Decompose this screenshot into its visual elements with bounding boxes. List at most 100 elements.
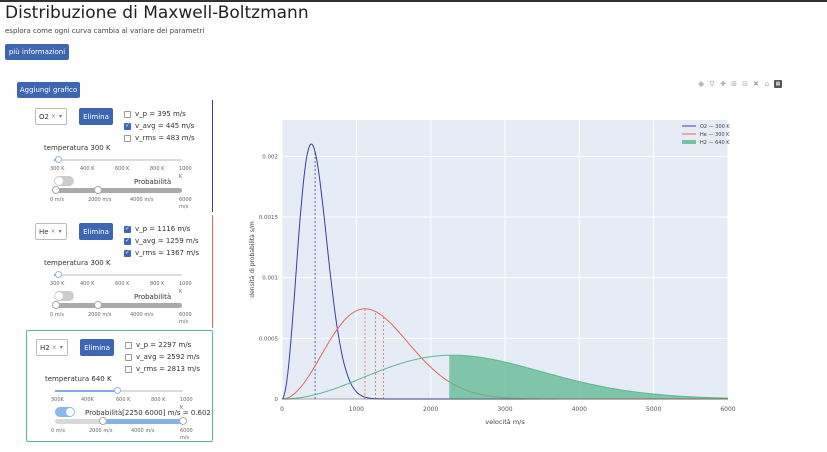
- vavg-checkbox-row[interactable]: v_avg = 2592 m/s: [125, 353, 200, 361]
- chevron-down-icon[interactable]: ▾: [58, 228, 62, 235]
- chevron-down-icon[interactable]: ▾: [59, 113, 63, 120]
- gas-select-value: H2: [40, 343, 50, 352]
- temp-tick: 800 K: [150, 281, 165, 287]
- velocity-tick: 2000 m/s: [88, 197, 112, 203]
- temperature-slider-handle[interactable]: [55, 156, 62, 163]
- plotly-logo-icon[interactable]: ▦: [774, 80, 782, 88]
- temp-tick: 600 K: [116, 397, 131, 403]
- gas-select[interactable]: H2 × ▾: [36, 339, 68, 356]
- camera-icon[interactable]: ◉: [697, 80, 705, 88]
- probability-label: Probabilità[2250 6000] m/s = 0.602: [85, 409, 211, 417]
- velocity-tick-suffix: m/s: [179, 319, 189, 325]
- zoom-icon[interactable]: ⚲: [709, 80, 715, 88]
- temperature-slider-fill: [55, 390, 118, 392]
- temperature-slider[interactable]: [55, 387, 183, 394]
- toggle-knob: [66, 408, 74, 416]
- temperature-slider[interactable]: [54, 156, 182, 163]
- vrms-checkbox-row[interactable]: v_rms = 483 m/s: [124, 134, 195, 142]
- temp-tick: 800 K: [151, 397, 166, 403]
- home-icon[interactable]: ⌂: [764, 80, 770, 88]
- vp-checkbox-row[interactable]: v_p = 395 m/s: [124, 110, 186, 118]
- vrms-checkbox[interactable]: [125, 365, 132, 373]
- autoscale-icon[interactable]: ✖: [753, 80, 759, 88]
- range-handle-max[interactable]: [94, 301, 102, 309]
- vrms-label: v_rms = 1367 m/s: [135, 249, 200, 257]
- x-tick-label: 4000: [572, 406, 587, 413]
- vp-checkbox-row[interactable]: ✓ v_p = 1116 m/s: [124, 225, 190, 233]
- vrms-checkbox-row[interactable]: v_rms = 2813 m/s: [125, 365, 200, 373]
- range-handle-max[interactable]: [94, 186, 102, 194]
- velocity-tick-suffix: m/s: [179, 204, 189, 210]
- pan-icon[interactable]: ✚: [720, 80, 726, 88]
- vrms-label: v_rms = 2813 m/s: [136, 365, 201, 373]
- probability-toggle[interactable]: [55, 407, 75, 417]
- page-subtitle: esplora come ogni curva cambia al variar…: [5, 27, 205, 35]
- vavg-checkbox[interactable]: ✓: [124, 122, 131, 130]
- velocity-range-fill: [54, 188, 182, 193]
- vrms-checkbox[interactable]: [124, 134, 131, 142]
- page-title: Distribuzione di Maxwell-Boltzmann: [5, 3, 309, 23]
- clear-icon[interactable]: ×: [50, 113, 56, 120]
- zoom-in-icon[interactable]: ⊞: [731, 80, 737, 88]
- temperature-ticks: 300K 400K 600 K 800 K 1000: [51, 397, 193, 403]
- temp-tick: 600 K: [115, 166, 130, 172]
- chevron-down-icon[interactable]: ▾: [59, 344, 63, 351]
- vp-checkbox[interactable]: ✓: [124, 225, 131, 233]
- range-handle-min[interactable]: [52, 186, 60, 194]
- probability-label: Probabilità: [134, 293, 172, 301]
- vp-checkbox[interactable]: [124, 110, 131, 118]
- x-tick-label: 3000: [497, 406, 512, 413]
- legend-entry: He — 300 K: [700, 132, 730, 138]
- gas-select[interactable]: O2 × ▾: [35, 108, 67, 125]
- range-handle-min[interactable]: [99, 417, 107, 425]
- vrms-checkbox[interactable]: ✓: [124, 249, 131, 257]
- vp-checkbox-row[interactable]: v_p = 2297 m/s: [125, 341, 191, 349]
- velocity-range-slider[interactable]: [55, 417, 187, 425]
- x-tick-label: 0: [280, 406, 284, 413]
- legend-entry: O2 — 300 K: [700, 124, 730, 130]
- probability-toggle[interactable]: [54, 291, 74, 301]
- velocity-ticks: 0 m/s 2000 m/s 4000 m/s 6000: [50, 312, 192, 318]
- vrms-label: v_rms = 483 m/s: [135, 134, 195, 142]
- vavg-checkbox[interactable]: ✓: [124, 237, 131, 245]
- plot-toolbar: ◉ ⚲ ✚ ⊞ ⊟ ✖ ⌂ ▦: [697, 78, 782, 90]
- vavg-checkbox-row[interactable]: ✓ v_avg = 445 m/s: [124, 122, 194, 130]
- temperature-slider-handle[interactable]: [114, 387, 122, 394]
- probability-toggle[interactable]: [54, 176, 74, 186]
- velocity-range-slider[interactable]: [52, 301, 182, 309]
- temperature-slider-handle[interactable]: [55, 271, 62, 278]
- vrms-checkbox-row[interactable]: ✓ v_rms = 1367 m/s: [124, 249, 199, 257]
- delete-button[interactable]: Elimina: [79, 108, 113, 125]
- vavg-checkbox-row[interactable]: ✓ v_avg = 1259 m/s: [124, 237, 199, 245]
- x-tick-label: 1000: [349, 406, 364, 413]
- clear-icon[interactable]: ×: [50, 228, 56, 235]
- y-tick-label: 0.002: [262, 154, 278, 160]
- velocity-tick-suffix: m/s: [180, 435, 190, 441]
- zoom-out-icon[interactable]: ⊟: [742, 80, 748, 88]
- more-info-button[interactable]: più informazioni: [5, 44, 69, 60]
- add-chart-button[interactable]: Aggiungi grafico: [17, 82, 80, 98]
- y-tick-label: 0: [275, 397, 279, 403]
- temperature-slider[interactable]: [54, 271, 182, 278]
- velocity-range-slider[interactable]: [52, 186, 182, 194]
- temp-tick: 1000: [179, 281, 192, 287]
- gas-panel-o2: O2 × ▾ Elimina v_p = 395 m/s ✓ v_avg = 4…: [26, 100, 213, 212]
- x-axis-label: velocità m/s: [485, 418, 525, 426]
- delete-button[interactable]: Elimina: [80, 339, 114, 356]
- vp-label: v_p = 395 m/s: [135, 110, 186, 118]
- toggle-knob: [55, 177, 63, 185]
- velocity-tick: 6000: [179, 197, 192, 203]
- gas-select[interactable]: He × ▾: [35, 223, 67, 240]
- velocity-ticks: 0 m/s 2000 m/s 4000 m/s 6000: [51, 428, 193, 434]
- probability-label: Probabilità: [134, 178, 172, 186]
- vavg-checkbox[interactable]: [125, 353, 132, 361]
- range-handle-min[interactable]: [52, 301, 60, 309]
- maxwell-boltzmann-chart: 0 1000 2000 3000 4000 5000 6000 0 0.0005 0.001 0.0…: [249, 120, 736, 426]
- range-handle-max[interactable]: [179, 417, 187, 425]
- delete-button[interactable]: Elimina: [79, 223, 113, 240]
- temperature-ticks: 300 K 400 K 600 K 800 K 1000: [50, 166, 192, 172]
- temp-tick: 1000: [180, 397, 193, 403]
- x-tick-label: 2000: [423, 406, 438, 413]
- clear-icon[interactable]: ×: [51, 344, 57, 351]
- vp-checkbox[interactable]: [125, 341, 132, 349]
